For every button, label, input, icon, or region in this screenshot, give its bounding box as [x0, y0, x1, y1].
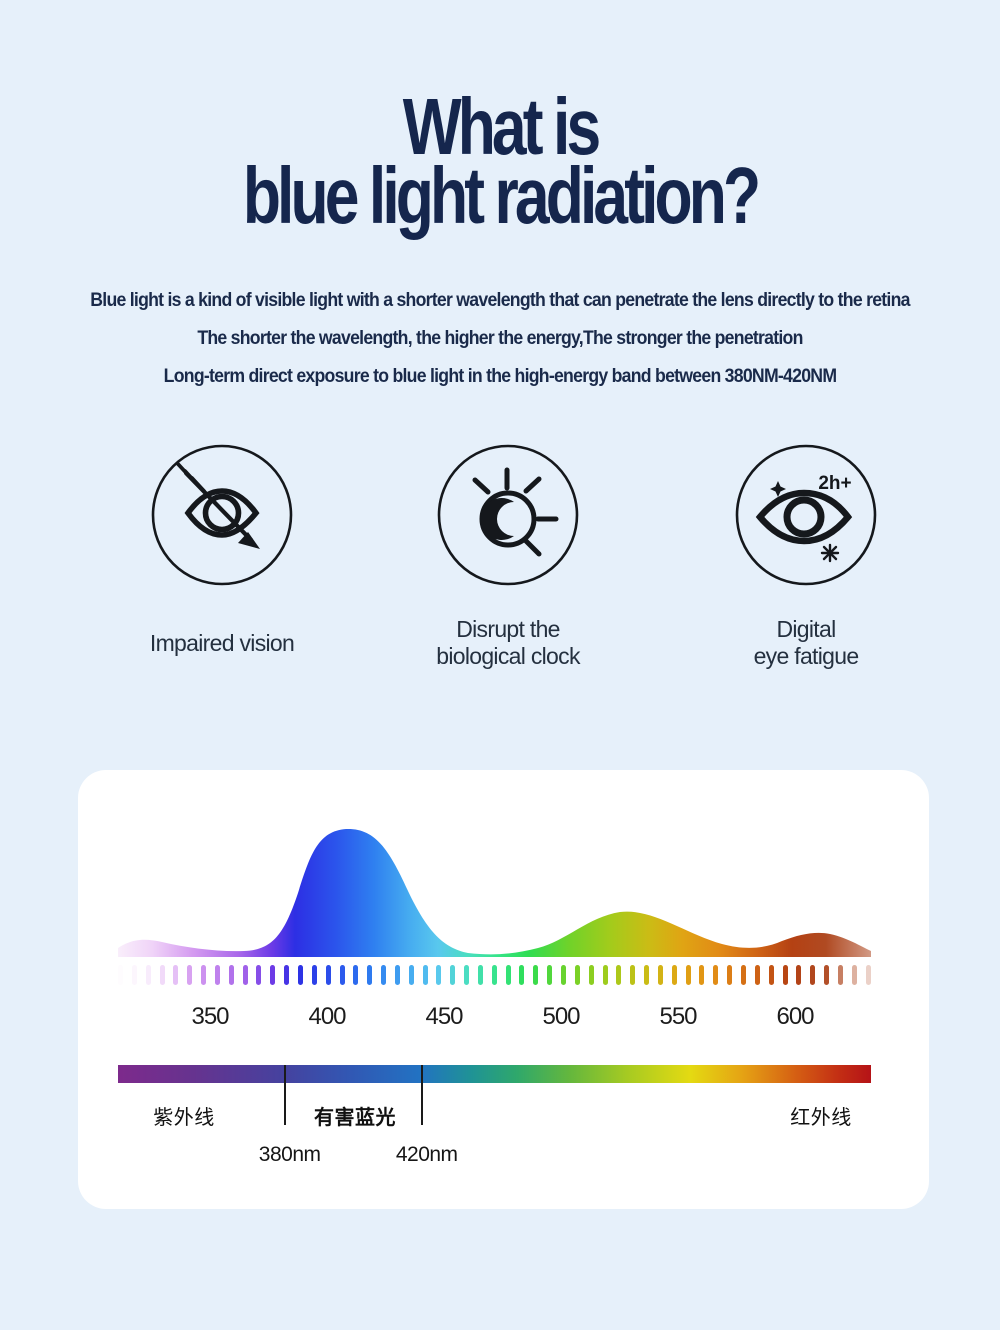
spectrum-tick — [768, 965, 774, 985]
spectrum-tick — [851, 965, 857, 985]
spectrum-tick — [824, 965, 830, 985]
page-title: What is blue light radiation? — [110, 82, 890, 240]
spectrum-tick — [588, 965, 594, 985]
wavelength-marker-line — [420, 1065, 423, 1125]
spectrum-tick — [228, 965, 234, 985]
wavelength-tick-label: 550 — [659, 1003, 697, 1030]
effect-eye-fatigue: 2h+ Digital eye fatigue — [686, 443, 926, 671]
eye-2h-icon: 2h+ — [735, 444, 877, 586]
spectrum-tick — [685, 965, 691, 985]
spectrum-tick — [159, 965, 165, 985]
spectrum-tick — [727, 965, 733, 985]
effect-label-line: biological clock — [436, 643, 580, 669]
spectrum-tick — [796, 965, 802, 985]
spectrum-tick — [671, 965, 677, 985]
spectrum-tick — [270, 965, 276, 985]
sun-moon-icon — [437, 444, 579, 586]
spectrum-card: 350 400 450 500 550 600 紫外线 有害蓝光 红外线 380nm 420… — [78, 770, 929, 1209]
spectrum-tick-marks — [118, 965, 871, 985]
spectrum-tick — [616, 965, 622, 985]
spectrum-tick — [713, 965, 719, 985]
spectrum-tick — [740, 965, 746, 985]
effect-biological-clock: Disrupt the biological clock — [388, 443, 628, 671]
spectrum-tick — [284, 965, 290, 985]
spectrum-bar-section: 紫外线 有害蓝光 红外线 380nm 420nm — [118, 1065, 871, 1195]
spectrum-tick — [422, 965, 428, 985]
effect-label-line: eye fatigue — [753, 643, 860, 669]
spectrum-tick — [491, 965, 497, 985]
spectrum-tick — [450, 965, 456, 985]
spectrum-tick — [118, 965, 123, 985]
spectrum-tick — [408, 965, 414, 985]
spectrum-tick — [131, 965, 137, 985]
spectrum-tick — [367, 965, 373, 985]
wavelength-tick-label: 350 — [191, 1003, 229, 1030]
spectrum-tick — [782, 965, 788, 985]
spectrum-tick — [561, 965, 566, 985]
arrow-through-eye-icon — [151, 444, 293, 586]
effect-label-line: Impaired vision — [149, 629, 295, 656]
spectrum-tick — [187, 965, 193, 985]
spectrum-tick — [754, 965, 760, 985]
effect-label: Digital eye fatigue — [686, 615, 926, 671]
spectrum-tick — [657, 965, 663, 985]
spectrum-tick — [297, 965, 303, 985]
intro-line-3: Long-term direct exposure to blue light … — [163, 366, 837, 387]
spectrum-tick — [436, 965, 442, 985]
spectrum-tick — [145, 965, 151, 985]
spectrum-tick — [242, 965, 248, 985]
effect-label: Impaired vision — [102, 615, 342, 671]
spectrum-gradient-bar — [118, 1065, 871, 1083]
spectrum-curve — [118, 828, 871, 957]
wavelength-marker-label: 380nm — [258, 1143, 321, 1166]
spectrum-tick — [533, 965, 539, 985]
harmful-blue-light-label: 有害蓝光 — [314, 1107, 396, 1129]
spectrum-tick — [394, 965, 400, 985]
wavelength-tick-label: 450 — [425, 1003, 463, 1030]
spectrum-tick — [602, 965, 608, 985]
wavelength-axis: 350 400 450 500 550 600 — [118, 1003, 871, 1033]
intro-line-1: Blue light is a kind of visible light wi… — [90, 290, 910, 311]
spectrum-tick — [547, 965, 553, 985]
spectrum-tick — [865, 965, 871, 985]
spectrum-tick — [837, 965, 843, 985]
spectrum-tick — [519, 965, 525, 985]
wavelength-marker-label: 420nm — [395, 1143, 458, 1166]
spectrum-tick — [477, 965, 483, 985]
spectrum-tick — [644, 965, 650, 985]
page-title-line1: What is — [402, 82, 601, 171]
uv-label: 紫外线 — [153, 1107, 215, 1129]
spectrum-tick — [505, 965, 511, 985]
spectrum-tick — [256, 965, 262, 985]
spectrum-tick — [699, 965, 705, 985]
effect-label-line: Digital — [776, 616, 836, 642]
spectrum-tick — [574, 965, 580, 985]
effect-label-line: Disrupt the — [456, 616, 560, 642]
page-title-line2: blue light radiation? — [242, 151, 761, 240]
intro-line-2: The shorter the wavelength, the higher t… — [197, 328, 803, 349]
wavelength-tick-label: 500 — [542, 1003, 580, 1030]
spectrum-tick — [630, 965, 636, 985]
spectrum-tick — [810, 965, 816, 985]
spectrum-tick — [173, 965, 179, 985]
wavelength-tick-label: 400 — [308, 1003, 346, 1030]
wavelength-tick-label: 600 — [776, 1003, 814, 1030]
two-hours-badge: 2h+ — [818, 473, 851, 494]
wavelength-marker-line — [283, 1065, 286, 1125]
effect-label: Disrupt the biological clock — [388, 615, 628, 671]
effect-impaired-vision: Impaired vision — [102, 443, 342, 671]
spectrum-tick — [381, 965, 387, 985]
spectrum-tick — [214, 965, 220, 985]
spectrum-tick — [339, 965, 345, 985]
spectrum-tick — [353, 965, 359, 985]
intro-paragraph: Blue light is a kind of visible light wi… — [35, 282, 965, 396]
spectrum-tick — [325, 965, 331, 985]
spectrum-tick — [201, 965, 207, 985]
spectrum-area-chart — [118, 828, 871, 957]
spectrum-tick — [311, 965, 317, 985]
spectrum-tick — [464, 965, 470, 985]
infrared-label: 红外线 — [790, 1107, 852, 1129]
